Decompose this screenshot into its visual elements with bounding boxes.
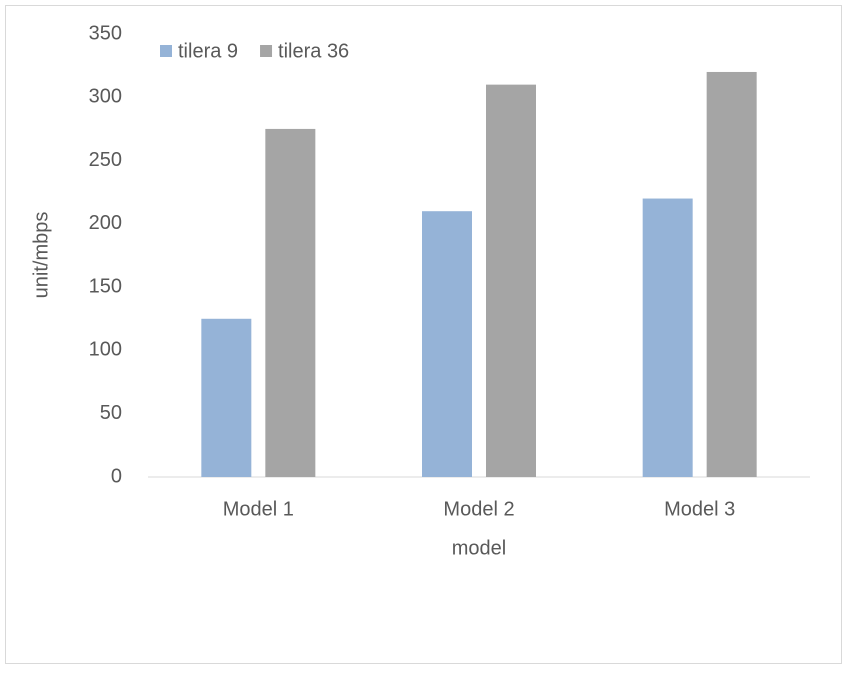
x-tick-label: Model 2 — [443, 498, 514, 520]
legend-swatch — [160, 45, 172, 57]
x-tick-label: Model 3 — [664, 498, 735, 520]
y-tick-label: 350 — [89, 22, 122, 44]
x-axis-label: model — [452, 537, 506, 559]
y-tick-label: 200 — [89, 212, 122, 234]
legend-label: tilera 9 — [178, 40, 238, 62]
bar — [201, 318, 252, 477]
bar — [706, 71, 757, 477]
bar — [486, 84, 536, 477]
legend-label: tilera 36 — [278, 40, 349, 62]
bar — [422, 211, 472, 477]
x-tick-label: Model 1 — [223, 498, 294, 520]
y-tick-label: 300 — [89, 86, 122, 108]
y-tick-label: 150 — [89, 275, 122, 297]
bar — [642, 198, 693, 478]
y-tick-label: 50 — [100, 402, 122, 424]
y-tick-label: 250 — [89, 149, 122, 171]
y-tick-label: 100 — [89, 339, 122, 361]
legend-swatch — [260, 45, 273, 57]
y-axis-label: unit/mbps — [30, 212, 52, 299]
bar — [265, 128, 316, 477]
y-tick-label: 0 — [111, 465, 122, 487]
